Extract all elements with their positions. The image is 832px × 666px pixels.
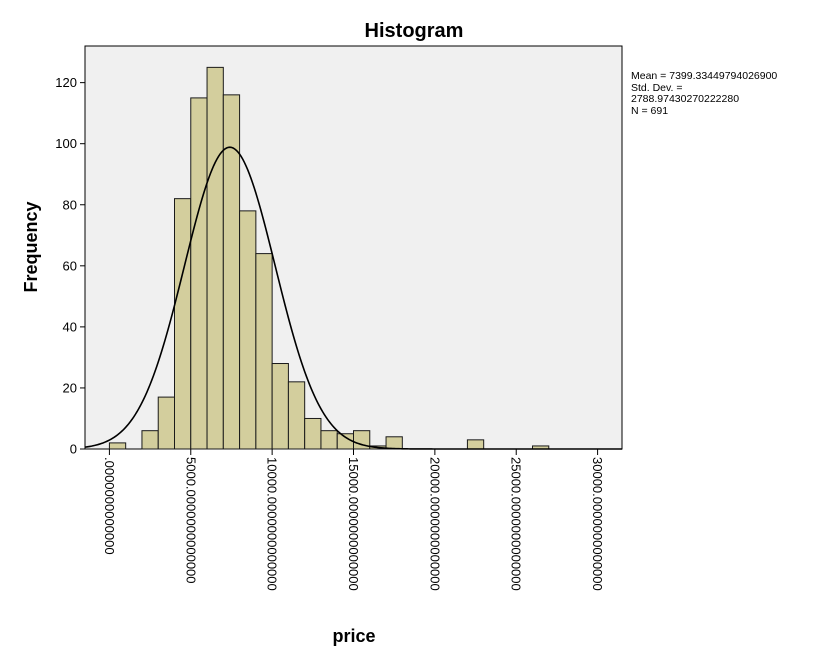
stats-std-value: 2788.97430270222280 xyxy=(631,93,740,105)
histogram-bar-17 xyxy=(466,439,485,450)
x-tick-label-4: 20000.0000000000000 xyxy=(427,457,442,591)
y-tick-label-100: 100 xyxy=(55,136,77,151)
histogram-bar-1 xyxy=(141,430,159,450)
histogram-bar-8 xyxy=(255,253,273,450)
y-tick-label-60: 60 xyxy=(63,258,77,273)
x-axis-label: price xyxy=(332,626,375,646)
stats-box: Mean = 7399.33449794026900 Std. Dev. = 2… xyxy=(631,70,829,117)
histogram-bar-14 xyxy=(353,430,371,450)
x-tick-label-5: 25000.0000000000000 xyxy=(509,457,524,591)
stats-std-label: Std. Dev. = xyxy=(631,81,683,94)
histogram-bar-2 xyxy=(157,396,176,450)
y-tick-label-120: 120 xyxy=(55,75,77,90)
x-tick-label-1: 5000.0000000000000 xyxy=(183,457,198,584)
x-axis: .0000000000000 5000.0000000000000 10000.00… xyxy=(102,449,605,591)
histogram-bar-12 xyxy=(320,430,338,450)
histogram-bar-9 xyxy=(271,363,289,450)
x-tick-label-2: 10000.0000000000000 xyxy=(265,457,280,591)
histogram-bar-16 xyxy=(385,436,403,450)
y-tick-label-80: 80 xyxy=(63,197,77,212)
stats-mean: Mean = 7399.33449794026900 xyxy=(631,70,778,82)
normal-curve xyxy=(84,146,622,450)
y-axis-label: Frequency xyxy=(21,201,41,292)
y-axis: 0 20 40 60 80 100 120 xyxy=(55,75,85,457)
bars-group xyxy=(108,66,550,450)
plot-area xyxy=(84,45,623,450)
y-tick-label-40: 40 xyxy=(63,319,77,334)
histogram-bar-11 xyxy=(304,417,322,450)
histogram-bar-7 xyxy=(239,210,257,450)
y-tick-label-0: 0 xyxy=(70,442,77,457)
chart-title: Histogram xyxy=(365,20,464,42)
x-tick-label-6: 30000.0000000000000 xyxy=(590,457,605,591)
histogram-bar-3 xyxy=(174,198,192,450)
histogram-bar-10 xyxy=(287,381,306,450)
stats-n: N = 691 xyxy=(631,104,669,117)
x-tick-label-3: 15000.0000000000000 xyxy=(346,457,361,591)
histogram-bar-0 xyxy=(108,442,127,450)
histogram-bar-4 xyxy=(190,97,208,450)
histogram-bar-5 xyxy=(206,66,224,450)
y-tick-label-20: 20 xyxy=(63,380,77,395)
x-tick-label-0: .0000000000000 xyxy=(102,457,117,555)
